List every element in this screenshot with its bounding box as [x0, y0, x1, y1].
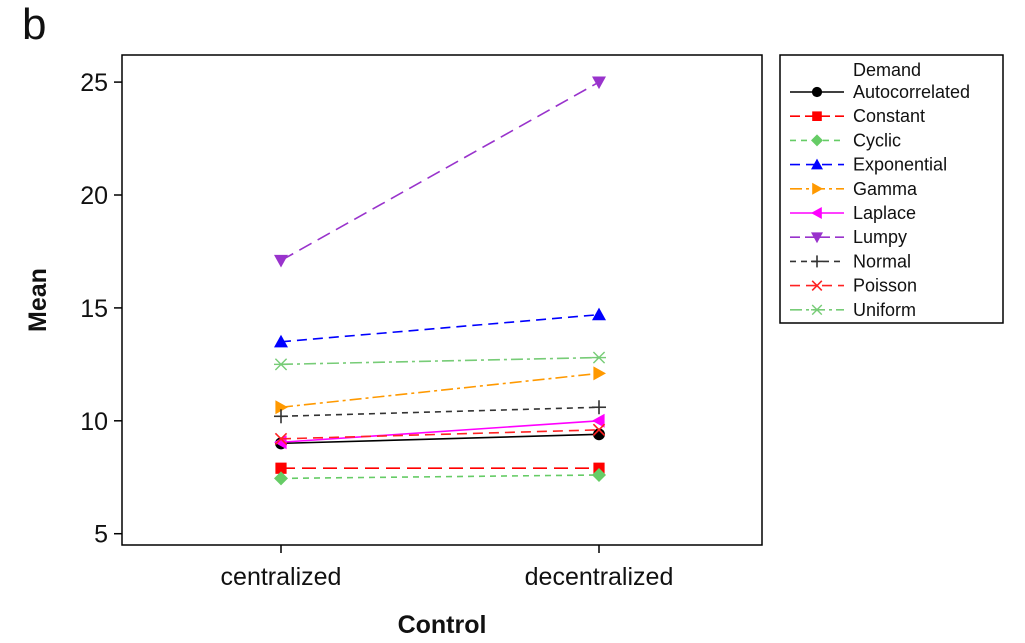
series-uniform — [274, 352, 606, 370]
x-tick-label: centralized — [221, 563, 342, 591]
series-line-normal — [281, 407, 599, 416]
series-gamma — [275, 366, 606, 414]
series-constant — [275, 463, 604, 474]
plot-frame — [122, 55, 762, 545]
legend-label-uniform: Uniform — [853, 300, 916, 320]
x-tick-label: decentralized — [525, 563, 674, 591]
legend-label-normal: Normal — [853, 251, 911, 271]
legend-label-poisson: Poisson — [853, 276, 917, 296]
legend-marker-autocorrelated — [812, 87, 822, 97]
series-normal — [274, 400, 606, 423]
legend-label-exponential: Exponential — [853, 155, 947, 175]
series-exponential — [274, 308, 606, 348]
data-point-lumpy-decentralized — [592, 76, 606, 89]
data-point-lumpy-centralized — [274, 255, 288, 268]
data-point-normal-decentralized — [592, 400, 606, 414]
data-point-uniform-decentralized — [592, 352, 606, 363]
series-lumpy — [274, 76, 606, 267]
x-axis-title: Control — [398, 611, 487, 638]
y-tick-label: 5 — [94, 521, 108, 549]
legend-title: Demand — [853, 60, 921, 80]
y-axis: 5 10 15 20 25 — [80, 69, 122, 549]
series-line-lumpy — [281, 82, 599, 260]
series-line-exponential — [281, 315, 599, 342]
legend-label-laplace: Laplace — [853, 203, 916, 223]
legend-label-gamma: Gamma — [853, 179, 918, 199]
legend-marker-constant — [812, 111, 822, 121]
legend-label-constant: Constant — [853, 106, 925, 126]
y-tick-label: 10 — [80, 408, 108, 436]
data-point-uniform-centralized — [274, 359, 288, 370]
legend-label-autocorrelated: Autocorrelated — [853, 82, 970, 102]
y-tick-label: 20 — [80, 182, 108, 210]
data-point-exponential-decentralized — [592, 308, 606, 321]
y-axis-title: Mean — [24, 268, 52, 332]
legend-label-lumpy: Lumpy — [853, 227, 907, 247]
series-line-gamma — [281, 373, 599, 407]
legend-label-cyclic: Cyclic — [853, 130, 901, 150]
x-axis: centralized decentralized — [221, 545, 674, 591]
legend: Demand Autocorrelated Constant Cyclic Expon… — [780, 55, 1003, 323]
panel-letter: b — [22, 0, 46, 50]
y-tick-label: 15 — [80, 295, 108, 323]
series-line-uniform — [281, 358, 599, 365]
data-point-gamma-decentralized — [593, 366, 606, 380]
series-line-cyclic — [281, 475, 599, 478]
y-tick-label: 25 — [80, 69, 108, 97]
series-cyclic — [274, 468, 606, 485]
series-layer — [274, 76, 606, 485]
